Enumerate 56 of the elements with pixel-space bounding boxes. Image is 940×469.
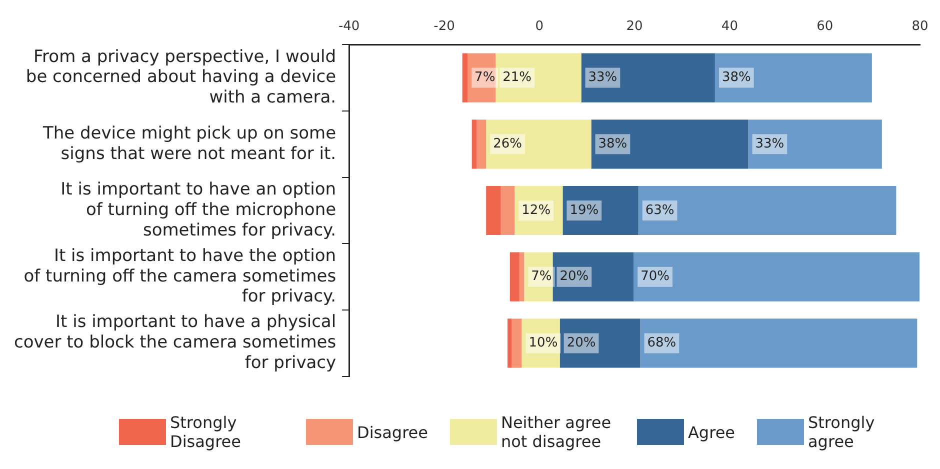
annotation: 20% — [560, 269, 589, 284]
legend-label: Disagree — [357, 422, 428, 442]
bar — [476, 120, 486, 169]
annotation: 33% — [755, 136, 784, 152]
legend-label: Neither agree not disagree — [500, 413, 612, 451]
bar — [519, 252, 524, 302]
bar — [472, 120, 477, 169]
annotation: 12% — [522, 202, 551, 218]
bar — [522, 318, 560, 368]
x-tick-label: -20 — [434, 19, 455, 34]
bar — [634, 252, 920, 302]
bar — [562, 186, 638, 236]
bar — [500, 186, 515, 236]
bar — [512, 318, 522, 368]
x-tick-label: 40 — [721, 19, 738, 34]
bar — [638, 186, 896, 236]
annotation: 7% — [531, 269, 552, 284]
legend-label: Strongly agree — [808, 413, 876, 451]
bar — [748, 120, 882, 169]
annotation: 7% — [474, 70, 496, 86]
annotation: 33% — [588, 70, 618, 86]
annotation: 26% — [493, 136, 522, 152]
annotation: 63% — [645, 202, 674, 218]
y-tick-label: From a privacy perspective, I would be concerned about having a device with a camera. — [26, 46, 336, 108]
x-tick-label: -40 — [338, 19, 360, 34]
annotation: 19% — [570, 202, 599, 218]
annotation: 21% — [502, 70, 532, 86]
x-tick-label: 80 — [912, 19, 928, 34]
bar — [486, 186, 501, 236]
x-tick-label: 60 — [816, 19, 834, 34]
legend-label: Strongly Disagree — [170, 413, 242, 451]
bar — [591, 120, 748, 169]
bar — [462, 53, 468, 102]
x-tick-label: 20 — [626, 19, 643, 34]
y-tick-label: It is important to have a physical cover to block the camera sometimes for privacy — [14, 312, 336, 374]
bar — [714, 53, 872, 102]
y-tick-label: The device might pick up on some signs that were not meant for it. — [42, 123, 336, 164]
bar — [508, 318, 512, 368]
annotation: 70% — [640, 269, 670, 284]
legend-label: Agree — [688, 422, 735, 442]
bar — [496, 53, 582, 102]
x-tick-label: 0 — [535, 19, 544, 34]
bar — [640, 318, 918, 368]
bar — [510, 252, 520, 302]
annotation: 10% — [528, 336, 558, 351]
bar — [486, 120, 592, 169]
bar — [552, 252, 634, 302]
y-tick-label: It is important to have an option of turning off the microphone sometimes for privacy. — [60, 180, 336, 240]
annotation: 38% — [598, 136, 628, 152]
bar — [514, 186, 563, 236]
bar — [560, 318, 640, 368]
bar — [581, 53, 715, 102]
y-tick-label: It is important to have the option of turning off the camera sometimes for privacy. — [24, 246, 336, 307]
annotation: 68% — [647, 336, 676, 351]
annotation: 38% — [722, 70, 751, 86]
annotation: 20% — [566, 336, 596, 351]
